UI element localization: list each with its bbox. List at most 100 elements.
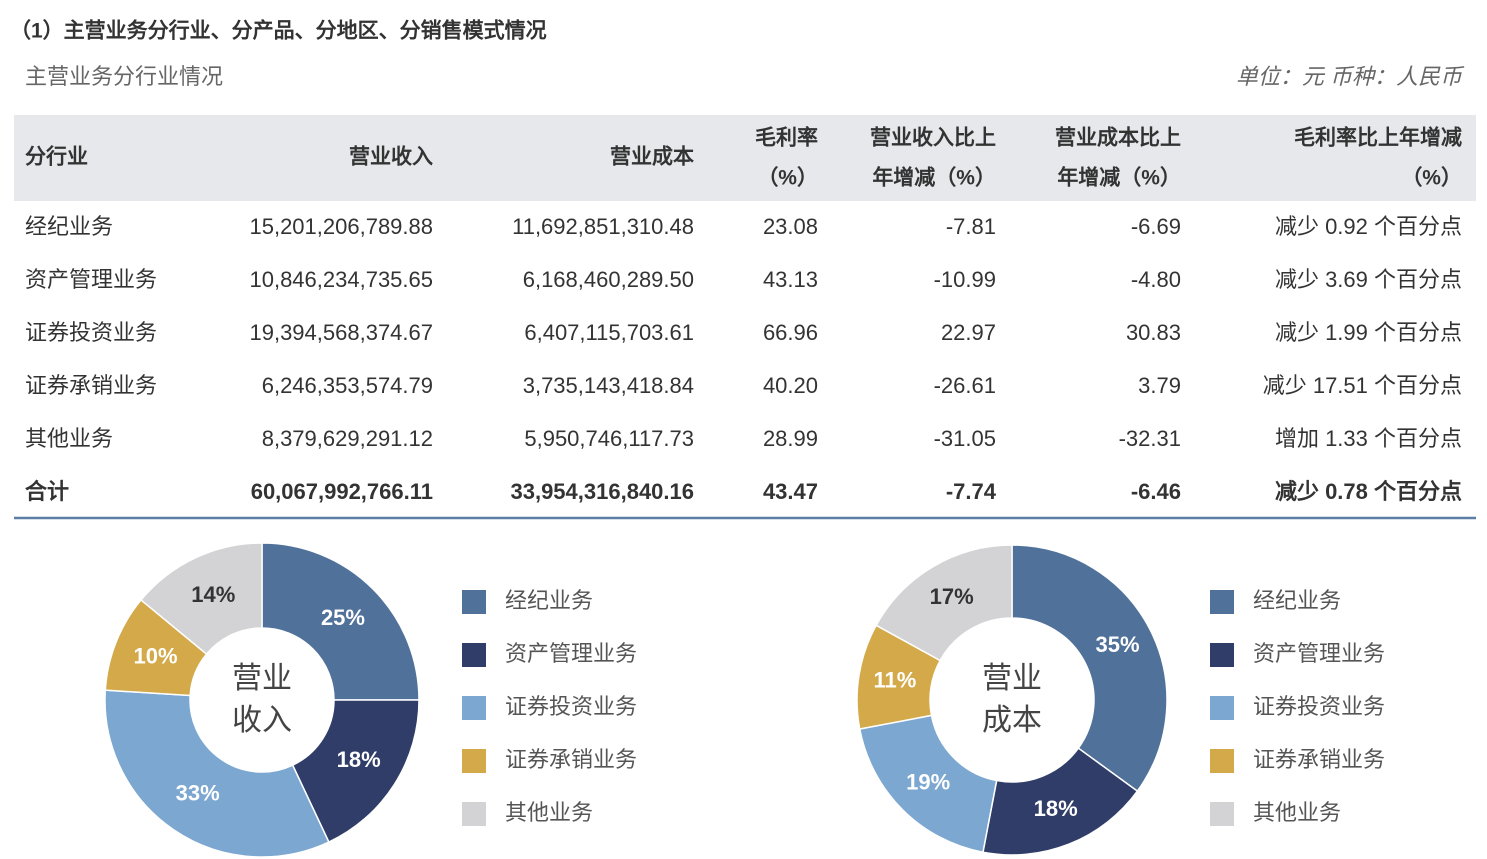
donut-center-text: 营业 — [232, 662, 292, 695]
table-cell: 8,379,629,291.12 — [262, 426, 433, 451]
slice-label: 14% — [191, 582, 235, 607]
legend-swatch — [462, 643, 486, 667]
table-cell: 减少 17.51 个百分点 — [1263, 373, 1462, 398]
slice-label: 33% — [176, 781, 220, 806]
header-cell: 营业成本比上 — [1055, 126, 1181, 150]
donut-center-text: 成本 — [982, 704, 1042, 737]
table-cell: 43.47 — [763, 479, 818, 504]
table-cell: 60,067,992,766.11 — [251, 479, 433, 504]
legend-label: 其他业务 — [1253, 800, 1341, 825]
header-cell: 营业收入 — [349, 145, 433, 169]
legend-label: 证券投资业务 — [505, 694, 637, 719]
table-cell: 减少 0.78 个百分点 — [1275, 479, 1462, 504]
legend-label: 经纪业务 — [1253, 588, 1341, 613]
table-cell: 经纪业务 — [25, 214, 113, 239]
table-cell: 证券投资业务 — [25, 320, 157, 345]
heading: （1）主营业务分行业、分产品、分地区、分销售模式情况 — [10, 19, 547, 43]
table-cell: -32.31 — [1119, 426, 1181, 451]
legend-swatch — [1210, 590, 1234, 614]
header-cell: 营业成本 — [610, 145, 694, 169]
table-cell: -26.61 — [934, 373, 996, 398]
legend-label: 证券投资业务 — [1253, 694, 1385, 719]
slice-label: 25% — [321, 605, 365, 630]
table-cell: 6,246,353,574.79 — [262, 373, 433, 398]
table-cell: 23.08 — [763, 214, 818, 239]
table-cell: 22.97 — [941, 320, 996, 345]
donut-slice — [858, 714, 998, 854]
table-cell: -6.69 — [1131, 214, 1181, 239]
header-cell: 毛利率比上年增减 — [1294, 126, 1462, 150]
table-cell: -31.05 — [934, 426, 996, 451]
table-cell: 40.20 — [763, 373, 818, 398]
header-cell: （%） — [1401, 166, 1462, 190]
header-cell: 年增减（%） — [1057, 166, 1181, 190]
header-bg — [14, 115, 1476, 201]
legend-label: 其他业务 — [505, 800, 593, 825]
unit: 单位：元 币种：人民币 — [1236, 64, 1465, 89]
legend-label: 经纪业务 — [505, 588, 593, 613]
table-cell: -7.74 — [946, 479, 997, 504]
table-cell: 11,692,851,310.48 — [512, 214, 694, 239]
slice-label: 17% — [930, 584, 974, 609]
donut-center-text: 营业 — [982, 662, 1042, 695]
table-cell: 增加 1.33 个百分点 — [1275, 426, 1462, 451]
table-cell: -4.80 — [1131, 267, 1181, 292]
table-cell: 15,201,206,789.88 — [249, 214, 433, 239]
slice-label: 10% — [134, 644, 178, 669]
table-cell: 6,407,115,703.61 — [524, 320, 694, 345]
header-cell: 毛利率 — [755, 126, 818, 150]
table-cell: -10.99 — [934, 267, 996, 292]
donut-slice — [875, 544, 1013, 662]
table-cell: 其他业务 — [25, 426, 113, 451]
donut-slice — [1011, 544, 1168, 793]
table-cell: 3.79 — [1138, 373, 1181, 398]
table-cell: 资产管理业务 — [25, 267, 157, 292]
table-cell: 减少 0.92 个百分点 — [1275, 214, 1462, 239]
header-cell: 营业收入比上 — [870, 126, 996, 150]
legend-swatch — [1210, 802, 1234, 826]
legend-swatch — [1210, 643, 1234, 667]
donut-slice — [139, 542, 263, 656]
slice-label: 35% — [1096, 632, 1140, 657]
table-cell: 33,954,316,840.16 — [510, 479, 694, 504]
legend-swatch — [462, 802, 486, 826]
table-cell: 43.13 — [763, 267, 818, 292]
legend-label: 资产管理业务 — [1253, 641, 1385, 666]
legend-swatch — [1210, 749, 1234, 773]
table-cell: 5,950,746,117.73 — [524, 426, 694, 451]
table-cell: 减少 3.69 个百分点 — [1275, 267, 1462, 292]
legend-swatch — [462, 590, 486, 614]
table-cell: 66.96 — [763, 320, 818, 345]
donut-slice — [104, 689, 330, 858]
table-cell: 6,168,460,289.50 — [523, 267, 694, 292]
legend-swatch — [462, 749, 486, 773]
table-cell: 合计 — [25, 479, 69, 504]
legend-label: 资产管理业务 — [505, 641, 637, 666]
donut-center-text: 收入 — [232, 704, 292, 737]
table-cell: -7.81 — [946, 214, 996, 239]
slice-label: 19% — [906, 770, 950, 795]
header-cell: 分行业 — [25, 145, 88, 169]
legend-swatch — [1210, 696, 1234, 720]
table-cell: 证券承销业务 — [25, 373, 157, 398]
donut-slice — [291, 699, 420, 844]
table-cell: 19,394,568,374.67 — [249, 320, 433, 345]
legend-label: 证券承销业务 — [1253, 747, 1385, 772]
legend-swatch — [462, 696, 486, 720]
header-cell: （%） — [757, 166, 818, 190]
subtitle: 主营业务分行业情况 — [25, 64, 223, 89]
slice-label: 18% — [1034, 796, 1078, 821]
slice-label: 18% — [337, 747, 381, 772]
donut-slice — [261, 542, 420, 701]
table-cell: 30.83 — [1126, 320, 1181, 345]
table-cell: -6.46 — [1131, 479, 1181, 504]
table-cell: 10,846,234,735.65 — [249, 267, 433, 292]
table-cell: 28.99 — [763, 426, 818, 451]
legend-label: 证券承销业务 — [505, 747, 637, 772]
table-cell: 3,735,143,418.84 — [523, 373, 694, 398]
table-cell: 减少 1.99 个百分点 — [1275, 320, 1462, 345]
header-cell: 年增减（%） — [872, 166, 996, 190]
slice-label: 11% — [874, 667, 917, 692]
